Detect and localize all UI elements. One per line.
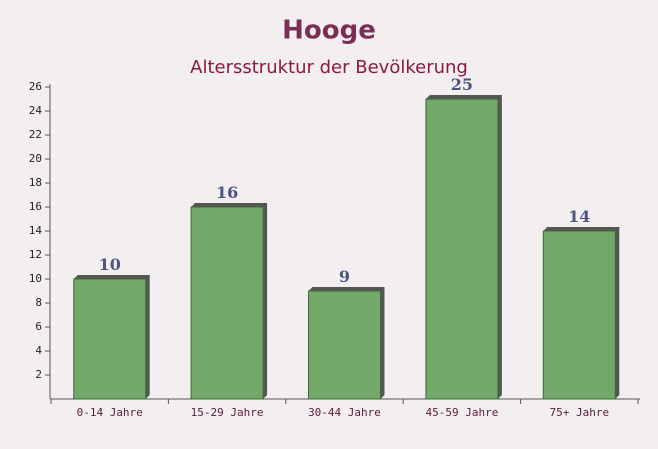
y-tick-label: 2 bbox=[35, 368, 42, 381]
value-label: 10 bbox=[99, 255, 121, 274]
bar bbox=[542, 230, 616, 400]
x-tick-label: 30-44 Jahre bbox=[308, 406, 381, 419]
y-tick-label: 6 bbox=[35, 320, 42, 333]
x-tick-label: 0-14 Jahre bbox=[77, 406, 143, 419]
y-tick-label: 12 bbox=[29, 248, 42, 261]
bar bbox=[190, 206, 264, 400]
value-label: 9 bbox=[339, 267, 350, 286]
x-tick-label: 15-29 Jahre bbox=[191, 406, 264, 419]
bar bbox=[425, 98, 499, 400]
y-tick-label: 22 bbox=[29, 128, 42, 141]
y-tick-label: 10 bbox=[29, 272, 42, 285]
y-tick-label: 26 bbox=[29, 80, 42, 93]
y-tick-label: 14 bbox=[29, 224, 43, 237]
y-tick-label: 4 bbox=[35, 344, 42, 357]
y-tick-label: 18 bbox=[29, 176, 42, 189]
y-tick-label: 20 bbox=[29, 152, 42, 165]
y-tick-label: 16 bbox=[29, 200, 42, 213]
bar bbox=[308, 290, 381, 400]
bar bbox=[73, 278, 147, 400]
x-tick-label: 75+ Jahre bbox=[549, 406, 609, 419]
value-label: 14 bbox=[568, 207, 590, 226]
y-tick-label: 8 bbox=[35, 296, 42, 309]
chart-title: Hooge bbox=[282, 16, 376, 46]
y-tick-label: 24 bbox=[29, 104, 43, 117]
x-tick-label: 45-59 Jahre bbox=[425, 406, 498, 419]
value-label: 16 bbox=[216, 183, 238, 202]
chart-subtitle: Altersstruktur der Bevölkerung bbox=[190, 57, 468, 78]
value-label: 25 bbox=[451, 75, 473, 94]
